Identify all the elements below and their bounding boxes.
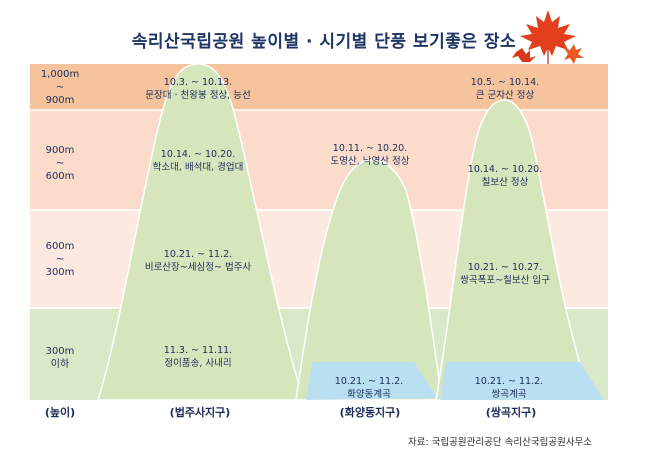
stream-hwayangdong — [306, 362, 438, 400]
mountain-beopjusa — [96, 63, 306, 401]
band-label-600-300: 600m ~300m — [45, 241, 75, 278]
spot-ssanggok-3: 10.21. ~ 10.27. 쌍곡폭포~칠보산 입구 — [460, 262, 550, 286]
spot-beopjusa-3: 10.21. ~ 11.2. 비로산장~세심정~ 법주사 — [144, 249, 252, 273]
district-label-ssanggok: (쌍곡지구) — [485, 406, 537, 419]
district-label-hwayangdong: (화양동지구) — [339, 406, 401, 419]
mountain-hwayangdong — [295, 159, 443, 401]
stream-ssanggok — [440, 362, 604, 400]
axis-height-label: (높이) — [44, 406, 76, 419]
spot-beopjusa-1: 10.3. ~ 10.13. 문장대 · 천왕봉 정상, 능선 — [145, 77, 251, 101]
spot-beopjusa-2: 10.14. ~ 10.20. 학소대, 배석대, 경업대 — [152, 149, 244, 173]
band-label-300-below: 300m 이하 — [45, 346, 75, 370]
spot-hwayangdong-1: 10.11. ~ 10.20. 도명산, 낙영산 정상 — [330, 143, 410, 167]
spot-ssanggok-4: 10.21. ~ 11.2. 쌍곡계곡 — [474, 376, 544, 400]
band-label-900-600: 900m ~600m — [45, 145, 75, 182]
spot-ssanggok-2: 10.14. ~ 10.20. 칠보산 정상 — [467, 164, 543, 188]
maple-leaf-icon — [512, 10, 584, 64]
spot-ssanggok-1: 10.5. ~ 10.14. 큰 군자산 정상 — [470, 77, 540, 101]
source-note: 자료: 국립공원관리공단 속리산국립공원사무소 — [408, 437, 593, 448]
spot-hwayangdong-2: 10.21. ~ 11.2. 화양동계곡 — [334, 376, 404, 400]
page-title: 속리산국립공원 높이별 · 시기별 단풍 보기좋은 장소 — [131, 32, 517, 52]
band-label-1000-900: 1,000m ~900m — [40, 69, 80, 106]
spot-beopjusa-4: 11.3. ~ 11.11. 정이품송, 사내리 — [163, 345, 233, 369]
mountain-ssanggok — [435, 99, 594, 401]
district-label-beopjusa: (법주사지구) — [169, 406, 231, 419]
